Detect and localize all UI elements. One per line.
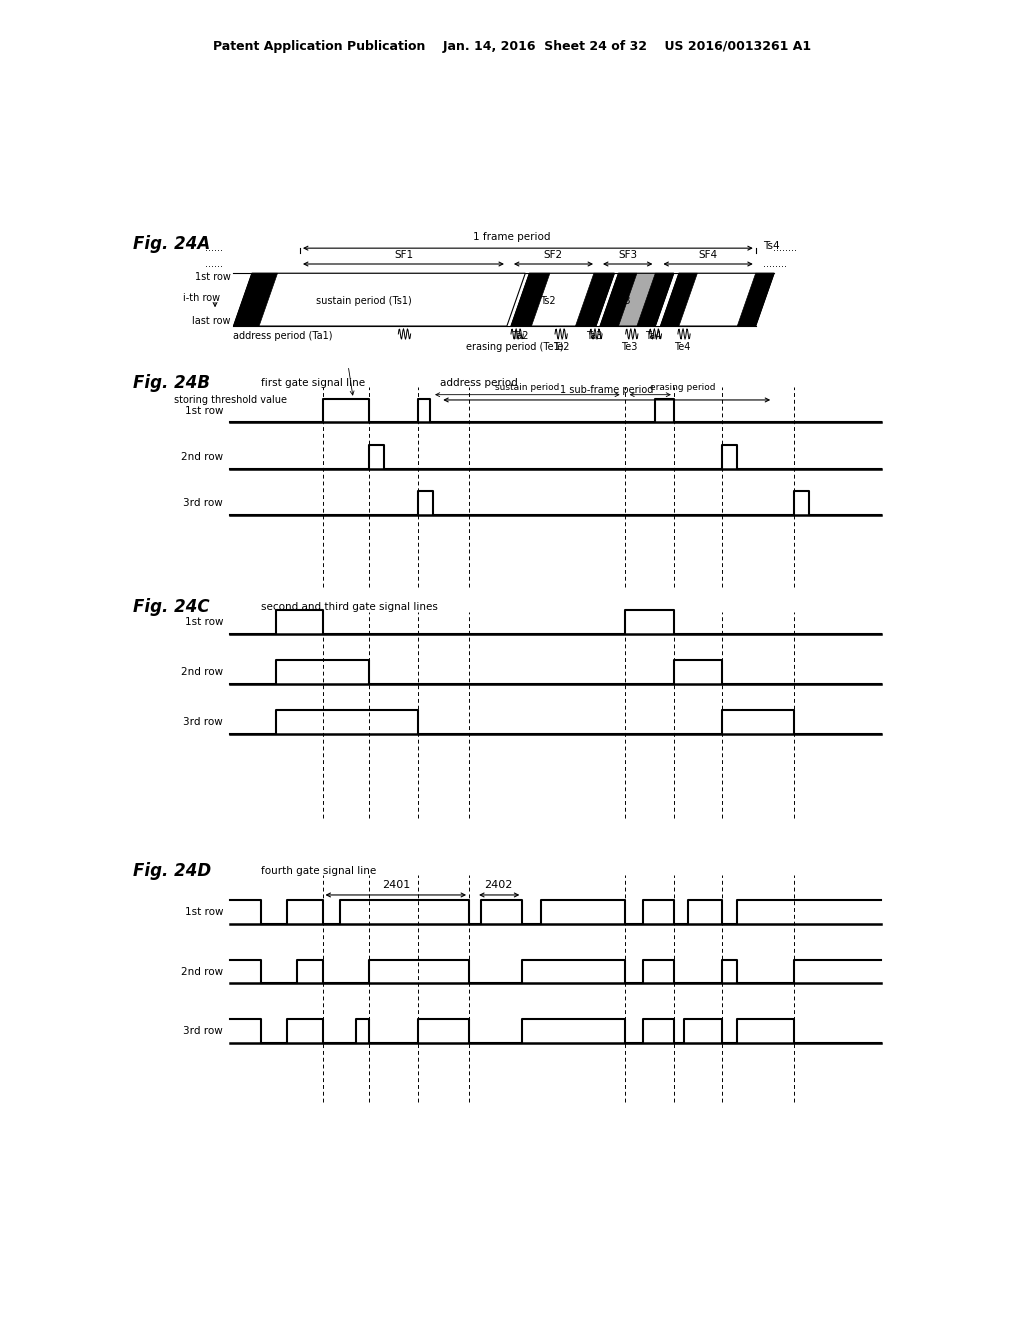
Text: 3rd row: 3rd row	[183, 717, 223, 727]
Text: second and third gate signal lines: second and third gate signal lines	[261, 602, 438, 612]
Polygon shape	[511, 273, 614, 326]
Text: 1st row: 1st row	[184, 405, 223, 416]
Text: sustain period (Ts1): sustain period (Ts1)	[315, 296, 412, 306]
Text: 2nd row: 2nd row	[181, 966, 223, 977]
Polygon shape	[600, 273, 637, 326]
Text: erasing period: erasing period	[650, 383, 716, 392]
Text: erasing period (Te1): erasing period (Te1)	[466, 342, 563, 352]
Text: 1 sub-frame period: 1 sub-frame period	[559, 384, 653, 395]
Polygon shape	[233, 273, 525, 326]
Text: Fig. 24B: Fig. 24B	[133, 374, 210, 392]
Text: 3rd row: 3rd row	[183, 498, 223, 508]
Text: SF4: SF4	[698, 249, 717, 260]
Text: Fig. 24A: Fig. 24A	[133, 235, 210, 253]
Polygon shape	[233, 273, 278, 326]
Polygon shape	[660, 273, 697, 326]
Text: fourth gate signal line: fourth gate signal line	[261, 866, 377, 876]
Text: storing threshold value: storing threshold value	[174, 395, 287, 405]
Text: Fig. 24D: Fig. 24D	[133, 862, 211, 880]
Text: Fig. 24C: Fig. 24C	[133, 598, 210, 616]
Text: ......: ......	[205, 243, 223, 253]
Text: SF3: SF3	[618, 249, 637, 260]
Text: Ta3: Ta3	[586, 331, 602, 342]
Text: last row: last row	[191, 315, 230, 326]
Text: 2nd row: 2nd row	[181, 451, 223, 462]
Text: 1 frame period: 1 frame period	[473, 231, 551, 242]
Polygon shape	[575, 273, 614, 326]
Text: 2nd row: 2nd row	[181, 667, 223, 677]
Text: ........: ........	[763, 259, 786, 269]
Polygon shape	[600, 273, 674, 326]
Text: 3rd row: 3rd row	[183, 1026, 223, 1036]
Text: ......: ......	[205, 259, 223, 269]
Polygon shape	[637, 273, 674, 326]
Text: SF2: SF2	[544, 249, 562, 260]
Text: Te4: Te4	[674, 342, 690, 352]
Text: first gate signal line: first gate signal line	[261, 378, 366, 388]
Text: Patent Application Publication    Jan. 14, 2016  Sheet 24 of 32    US 2016/00132: Patent Application Publication Jan. 14, …	[213, 40, 811, 53]
Text: Ta2: Ta2	[512, 331, 528, 342]
Text: Te3: Te3	[621, 342, 637, 352]
Text: Ts3: Ts3	[614, 296, 631, 306]
Text: i-th row: i-th row	[183, 293, 220, 304]
Text: Te2: Te2	[553, 342, 569, 352]
Text: Ts2: Ts2	[540, 296, 556, 306]
Text: Ta4: Ta4	[645, 331, 662, 342]
Text: 1st row: 1st row	[184, 616, 223, 627]
Text: 2402: 2402	[484, 879, 513, 890]
Text: 2401: 2401	[382, 879, 411, 890]
Polygon shape	[511, 273, 550, 326]
Text: Ts4: Ts4	[763, 240, 779, 251]
Text: address period: address period	[440, 378, 518, 388]
Polygon shape	[660, 273, 774, 326]
Text: ........: ........	[773, 243, 797, 253]
Text: address period (Ta1): address period (Ta1)	[233, 331, 333, 342]
Polygon shape	[737, 273, 774, 326]
Text: sustain period: sustain period	[496, 383, 559, 392]
Text: 1st row: 1st row	[184, 907, 223, 917]
Text: SF1: SF1	[394, 249, 413, 260]
Text: 1st row: 1st row	[195, 272, 230, 282]
